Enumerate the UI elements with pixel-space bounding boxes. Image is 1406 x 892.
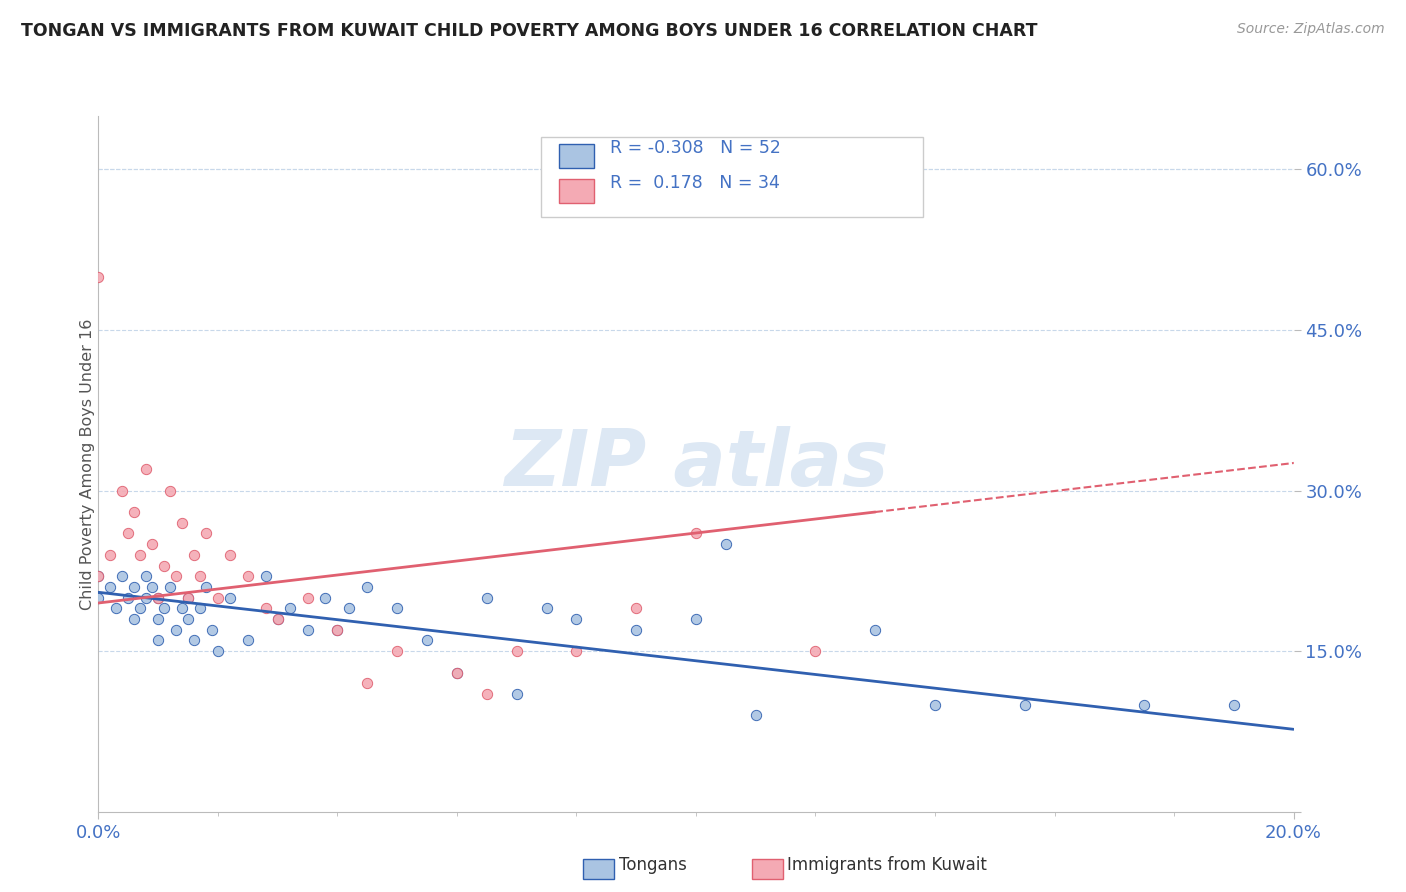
Point: [141, 537, 163, 551]
Point: [297, 623, 319, 637]
Point: [356, 676, 378, 690]
Point: [326, 623, 349, 637]
Point: [254, 569, 277, 583]
Point: [165, 623, 187, 637]
Point: [172, 601, 194, 615]
FancyBboxPatch shape: [540, 136, 922, 217]
Point: [98, 548, 122, 562]
Point: [267, 612, 290, 626]
Point: [177, 612, 200, 626]
Point: [506, 644, 529, 658]
Point: [124, 505, 146, 519]
Text: Tongans: Tongans: [619, 856, 686, 874]
Point: [111, 483, 134, 498]
Point: [188, 569, 211, 583]
Text: R = -0.308   N = 52: R = -0.308 N = 52: [610, 139, 780, 157]
Point: [219, 548, 242, 562]
Point: [183, 633, 205, 648]
Point: [924, 698, 946, 712]
FancyBboxPatch shape: [558, 178, 595, 203]
Point: [87, 569, 110, 583]
Point: [148, 633, 170, 648]
Point: [254, 601, 277, 615]
Point: [1014, 698, 1036, 712]
Text: TONGAN VS IMMIGRANTS FROM KUWAIT CHILD POVERTY AMONG BOYS UNDER 16 CORRELATION C: TONGAN VS IMMIGRANTS FROM KUWAIT CHILD P…: [21, 22, 1038, 40]
Point: [624, 623, 647, 637]
Point: [207, 591, 229, 605]
Point: [135, 462, 157, 476]
Point: [188, 601, 211, 615]
Point: [148, 591, 170, 605]
Point: [111, 569, 134, 583]
Point: [315, 591, 337, 605]
Point: [565, 612, 588, 626]
Point: [385, 601, 409, 615]
Point: [124, 612, 146, 626]
Point: [326, 623, 349, 637]
Point: [565, 644, 588, 658]
Point: [159, 580, 181, 594]
Point: [183, 548, 205, 562]
Point: [129, 548, 152, 562]
Point: [177, 591, 200, 605]
Point: [356, 580, 378, 594]
Text: Immigrants from Kuwait: Immigrants from Kuwait: [787, 856, 987, 874]
FancyBboxPatch shape: [558, 144, 595, 169]
Point: [804, 644, 827, 658]
Point: [87, 591, 110, 605]
Point: [172, 516, 194, 530]
Point: [87, 269, 110, 284]
Point: [236, 633, 259, 648]
Point: [685, 526, 707, 541]
Point: [153, 558, 176, 573]
Point: [1133, 698, 1156, 712]
Point: [267, 612, 290, 626]
Point: [141, 580, 163, 594]
Point: [87, 569, 110, 583]
Point: [194, 580, 218, 594]
Point: [1223, 698, 1246, 712]
Point: [714, 537, 737, 551]
Point: [124, 580, 146, 594]
Point: [135, 569, 157, 583]
Point: [194, 526, 218, 541]
Point: [117, 591, 139, 605]
Point: [506, 687, 529, 701]
Point: [475, 687, 498, 701]
Point: [135, 591, 157, 605]
Point: [148, 591, 170, 605]
Point: [475, 591, 498, 605]
Point: [129, 601, 152, 615]
Point: [153, 601, 176, 615]
Point: [159, 483, 181, 498]
Point: [865, 623, 887, 637]
Point: [685, 612, 707, 626]
Point: [117, 526, 139, 541]
Point: [624, 601, 647, 615]
Point: [446, 665, 468, 680]
Point: [219, 591, 242, 605]
Text: ZIP atlas: ZIP atlas: [503, 425, 889, 502]
Point: [416, 633, 439, 648]
Point: [201, 623, 224, 637]
Point: [148, 612, 170, 626]
Point: [536, 601, 558, 615]
Point: [446, 665, 468, 680]
Point: [98, 580, 122, 594]
Point: [385, 644, 409, 658]
Text: R =  0.178   N = 34: R = 0.178 N = 34: [610, 174, 780, 192]
Text: Source: ZipAtlas.com: Source: ZipAtlas.com: [1237, 22, 1385, 37]
Point: [297, 591, 319, 605]
Point: [339, 601, 360, 615]
Point: [105, 601, 128, 615]
Point: [236, 569, 259, 583]
Point: [745, 708, 768, 723]
Point: [165, 569, 187, 583]
Point: [177, 591, 200, 605]
Point: [207, 644, 229, 658]
Point: [278, 601, 301, 615]
Y-axis label: Child Poverty Among Boys Under 16: Child Poverty Among Boys Under 16: [80, 318, 94, 609]
